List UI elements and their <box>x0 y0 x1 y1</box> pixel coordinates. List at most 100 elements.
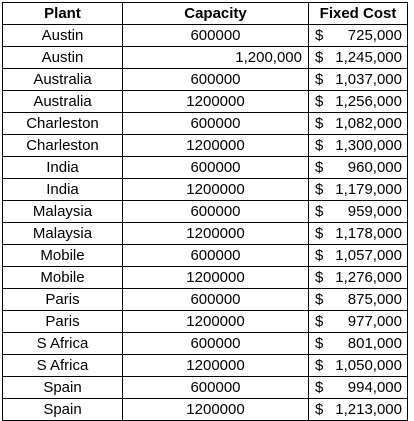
plant-cell[interactable]: Malaysia <box>2 200 123 223</box>
currency-symbol: $ <box>315 27 324 44</box>
currency-symbol: $ <box>315 291 324 308</box>
currency-symbol: $ <box>315 49 324 66</box>
currency-symbol: $ <box>315 181 324 198</box>
currency-symbol: $ <box>315 379 324 396</box>
fixed-cost-cell[interactable]: $959,000 <box>308 200 408 223</box>
fixed-cost-cell[interactable]: $1,050,000 <box>308 354 408 377</box>
fixed-cost-cell[interactable]: $725,000 <box>308 24 408 47</box>
fixed-cost-value: $801,000 <box>315 334 402 354</box>
plant-cell[interactable]: Spain <box>2 376 123 399</box>
fixed-cost-cell[interactable]: $1,082,000 <box>308 112 408 135</box>
table-row: Charleston 1200000 $1,300,000 <box>2 134 408 157</box>
fixed-cost-amount: 725,000 <box>347 27 402 44</box>
fixed-cost-amount: 960,000 <box>347 159 402 176</box>
plant-cell[interactable]: Austin <box>2 46 123 69</box>
table-row: S Africa 1200000 $1,050,000 <box>2 354 408 377</box>
plant-cell[interactable]: Mobile <box>2 266 123 289</box>
table-row: India 1200000 $1,179,000 <box>2 178 408 201</box>
capacity-cell[interactable]: 600000 <box>122 288 309 311</box>
fixed-cost-cell[interactable]: $1,037,000 <box>308 68 408 91</box>
plant-cell[interactable]: India <box>2 156 123 179</box>
plant-cell[interactable]: Charleston <box>2 134 123 157</box>
header-plant[interactable]: Plant <box>2 2 123 25</box>
plant-cell[interactable]: S Africa <box>2 332 123 355</box>
capacity-cell[interactable]: 1,200,000 <box>122 46 309 69</box>
fixed-cost-cell[interactable]: $1,256,000 <box>308 90 408 113</box>
fixed-cost-amount: 1,245,000 <box>335 49 402 66</box>
header-capacity[interactable]: Capacity <box>122 2 309 25</box>
fixed-cost-amount: 1,276,000 <box>335 269 402 286</box>
fixed-cost-cell[interactable]: $1,276,000 <box>308 266 408 289</box>
fixed-cost-value: $725,000 <box>315 26 402 46</box>
plant-cell[interactable]: India <box>2 178 123 201</box>
capacity-cell[interactable]: 1200000 <box>122 134 309 157</box>
plant-cell[interactable]: Paris <box>2 310 123 333</box>
capacity-cell[interactable]: 1200000 <box>122 398 309 421</box>
currency-symbol: $ <box>315 247 324 264</box>
fixed-cost-cell[interactable]: $960,000 <box>308 156 408 179</box>
table-row: Malaysia 1200000 $1,178,000 <box>2 222 408 245</box>
spreadsheet-table-container: Plant Capacity Fixed Cost Austin 600000 $7… <box>2 2 408 421</box>
fixed-cost-value: $994,000 <box>315 378 402 398</box>
currency-symbol: $ <box>315 401 324 418</box>
table-row: S Africa 600000 $801,000 <box>2 332 408 355</box>
plant-cell[interactable]: Charleston <box>2 112 123 135</box>
capacity-cell[interactable]: 600000 <box>122 24 309 47</box>
table-row: Spain 1200000 $1,213,000 <box>2 398 408 421</box>
fixed-cost-value: $959,000 <box>315 202 402 222</box>
fixed-cost-cell[interactable]: $994,000 <box>308 376 408 399</box>
plant-cell[interactable]: Paris <box>2 288 123 311</box>
plant-cell[interactable]: S Africa <box>2 354 123 377</box>
fixed-cost-cell[interactable]: $1,213,000 <box>308 398 408 421</box>
table-body: Austin 600000 $725,000 Austin 1,200,000 $1,24… <box>2 24 408 421</box>
currency-symbol: $ <box>315 71 324 88</box>
header-fixed-cost[interactable]: Fixed Cost <box>308 2 408 25</box>
fixed-cost-cell[interactable]: $1,179,000 <box>308 178 408 201</box>
capacity-cell[interactable]: 1200000 <box>122 266 309 289</box>
fixed-cost-cell[interactable]: $1,178,000 <box>308 222 408 245</box>
fixed-cost-cell[interactable]: $977,000 <box>308 310 408 333</box>
fixed-cost-amount: 1,213,000 <box>335 401 402 418</box>
currency-symbol: $ <box>315 115 324 132</box>
fixed-cost-amount: 875,000 <box>347 291 402 308</box>
capacity-cell[interactable]: 1200000 <box>122 178 309 201</box>
plant-cell[interactable]: Australia <box>2 68 123 91</box>
fixed-cost-cell[interactable]: $1,245,000 <box>308 46 408 69</box>
capacity-cell[interactable]: 600000 <box>122 244 309 267</box>
fixed-cost-amount: 1,050,000 <box>335 357 402 374</box>
plant-cell[interactable]: Austin <box>2 24 123 47</box>
currency-symbol: $ <box>315 93 324 110</box>
capacity-cell[interactable]: 600000 <box>122 332 309 355</box>
fixed-cost-value: $1,057,000 <box>315 246 402 266</box>
fixed-cost-value: $1,256,000 <box>315 92 402 112</box>
fixed-cost-amount: 977,000 <box>347 313 402 330</box>
capacity-cell[interactable]: 1200000 <box>122 310 309 333</box>
capacity-cell[interactable]: 600000 <box>122 112 309 135</box>
fixed-cost-value: $1,178,000 <box>315 224 402 244</box>
plant-cell[interactable]: Mobile <box>2 244 123 267</box>
capacity-cell[interactable]: 1200000 <box>122 222 309 245</box>
fixed-cost-value: $1,300,000 <box>315 136 402 156</box>
capacity-cell[interactable]: 1200000 <box>122 354 309 377</box>
fixed-cost-cell[interactable]: $1,300,000 <box>308 134 408 157</box>
plant-cell[interactable]: Spain <box>2 398 123 421</box>
fixed-cost-amount: 1,082,000 <box>335 115 402 132</box>
capacity-cell[interactable]: 1200000 <box>122 90 309 113</box>
plant-cell[interactable]: Australia <box>2 90 123 113</box>
fixed-cost-cell[interactable]: $801,000 <box>308 332 408 355</box>
capacity-cell[interactable]: 600000 <box>122 376 309 399</box>
table-row: Australia 600000 $1,037,000 <box>2 68 408 91</box>
fixed-cost-cell[interactable]: $1,057,000 <box>308 244 408 267</box>
currency-symbol: $ <box>315 335 324 352</box>
fixed-cost-amount: 1,256,000 <box>335 93 402 110</box>
capacity-cell[interactable]: 600000 <box>122 200 309 223</box>
table-row: Malaysia 600000 $959,000 <box>2 200 408 223</box>
capacity-cell[interactable]: 600000 <box>122 68 309 91</box>
plant-cell[interactable]: Malaysia <box>2 222 123 245</box>
fixed-cost-cell[interactable]: $875,000 <box>308 288 408 311</box>
fixed-cost-value: $875,000 <box>315 290 402 310</box>
fixed-cost-amount: 1,300,000 <box>335 137 402 154</box>
fixed-cost-value: $1,082,000 <box>315 114 402 134</box>
capacity-cell[interactable]: 600000 <box>122 156 309 179</box>
currency-symbol: $ <box>315 269 324 286</box>
